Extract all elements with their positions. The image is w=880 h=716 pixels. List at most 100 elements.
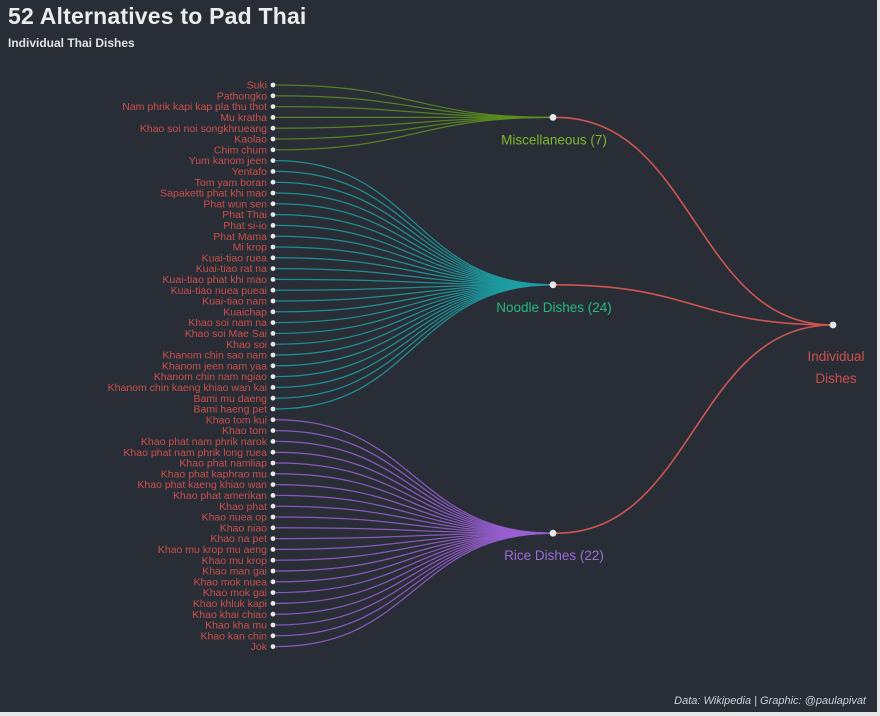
leaf-node (270, 557, 276, 563)
leaf-label: Khao na pet (210, 533, 267, 545)
leaf-label: Phat wun sen (203, 198, 267, 210)
category-node (549, 529, 557, 537)
leaf-label: Khao khai chiao (192, 609, 267, 621)
leaf-node (270, 125, 276, 131)
leaf-label: Chim chum (214, 144, 267, 156)
root-label: Dishes (815, 371, 857, 386)
leaf-node (270, 115, 276, 120)
leaf-node (270, 363, 276, 369)
root-label: Individual (807, 349, 864, 364)
leaf-link (275, 532, 554, 615)
leaf-node (270, 525, 276, 531)
leaf-label: Khao mok nuea (193, 576, 267, 588)
leaf-link (275, 473, 554, 534)
leaf-link (275, 284, 554, 410)
leaf-link (275, 483, 554, 534)
leaf-node (270, 611, 276, 617)
leaf-link (275, 532, 554, 648)
category-label: Noodle Dishes (24) (496, 300, 612, 315)
leaf-link (275, 213, 554, 286)
leaf-label: Mu kratha (220, 112, 267, 124)
leaf-node (270, 482, 276, 487)
leaf-node (270, 633, 276, 639)
leaf-node (270, 493, 276, 498)
leaf-node (270, 212, 276, 218)
leaf-label: Phat Thai (222, 209, 267, 221)
leaf-label: Phat Mama (213, 231, 267, 243)
leaf-label: Khao soi noi songkhrueang (140, 123, 267, 135)
leaf-label: Khao phat nam phrik narok (141, 436, 268, 448)
leaf-node (270, 417, 276, 423)
leaf-node (270, 460, 276, 466)
leaf-label: Khao mu krop mu aeng (158, 544, 267, 556)
leaf-link (275, 462, 554, 534)
leaf-label: Tom yam boran (195, 177, 268, 189)
leaf-label: Nam phrik kapi kap pla thu thot (122, 101, 267, 113)
leaf-label: Sapaketti phat khi mao (160, 188, 267, 200)
leaf-node (270, 406, 276, 412)
root-node (829, 321, 837, 329)
leaf-label: Jok (251, 641, 268, 653)
leaf-label: Khao man gai (202, 566, 267, 578)
leaf-node (270, 471, 276, 477)
leaf-node (270, 331, 276, 336)
leaf-label: Khao khluk kapi (193, 598, 267, 610)
leaf-label: Khanom chin kaeng khiao wan kai (108, 382, 267, 394)
leaf-node (270, 352, 276, 358)
leaf-node (270, 277, 276, 282)
leaf-label: Kuaichap (223, 306, 267, 318)
leaf-label: Yum kanom jeen (189, 155, 267, 167)
leaf-label: Khao niao (220, 522, 267, 534)
leaf-label: Suki (247, 80, 267, 92)
leaf-label: Khao phat (219, 501, 267, 513)
leaf-label: Kaolao (234, 134, 267, 146)
leaf-label: Yentafo (232, 166, 267, 178)
page-title: 52 Alternatives to Pad Thai (8, 3, 307, 29)
leaf-node (270, 449, 276, 455)
leaf-node (270, 147, 276, 153)
root-link (555, 284, 834, 326)
category-label: Rice Dishes (22) (504, 548, 604, 563)
leaf-node (270, 298, 276, 304)
leaf-node (270, 82, 276, 88)
leaf-node (270, 223, 276, 228)
category-node (549, 114, 557, 121)
leaf-label: Khao soi Mae Sai (185, 328, 267, 340)
category-node (549, 281, 557, 289)
leaf-label: Khanom chin nam ngiao (154, 371, 267, 383)
leaf-node (270, 439, 276, 444)
leaf-node (270, 201, 276, 207)
leaf-label: Kuai-tiao nam (202, 296, 267, 308)
leaf-label: Khao phat amerikan (173, 490, 267, 502)
leaf-node (270, 266, 276, 271)
leaf-label: Bami mu daeng (193, 393, 267, 405)
leaf-label: Khao nuea op (202, 512, 268, 524)
leaf-node (270, 93, 276, 99)
leaf-label: Khao tom (222, 425, 267, 437)
leaf-label: Khao kan chin (200, 630, 267, 642)
leaf-link (275, 284, 554, 356)
category-label: Miscellaneous (7) (501, 132, 607, 147)
leaf-label: Mi krop (233, 242, 268, 254)
leaf-node (270, 644, 276, 649)
root-link (555, 324, 834, 534)
leaf-node (270, 374, 276, 379)
leaf-node (270, 622, 276, 628)
leaf-label: Kuai-tiao rat na (196, 263, 267, 275)
leaf-link (275, 532, 554, 605)
leaf-label: Kuai-tiao phat khi mao (163, 274, 268, 286)
leaf-node (270, 158, 276, 164)
leaf-label: Kuai-tiao ruea (202, 252, 268, 264)
leaf-node (270, 320, 276, 325)
page-subtitle: Individual Thai Dishes (8, 36, 135, 51)
leaf-link (275, 224, 554, 286)
leaf-label: Bami haeng pet (193, 404, 267, 416)
leaf-node (270, 579, 276, 585)
leaf-node (270, 287, 276, 293)
root-link (555, 116, 834, 326)
leaf-label: Phat si-io (223, 220, 267, 232)
leaf-label: Khao phat namliap (179, 458, 267, 470)
leaf-label: Khao mok gai (203, 587, 267, 599)
leaf-link (275, 235, 554, 286)
